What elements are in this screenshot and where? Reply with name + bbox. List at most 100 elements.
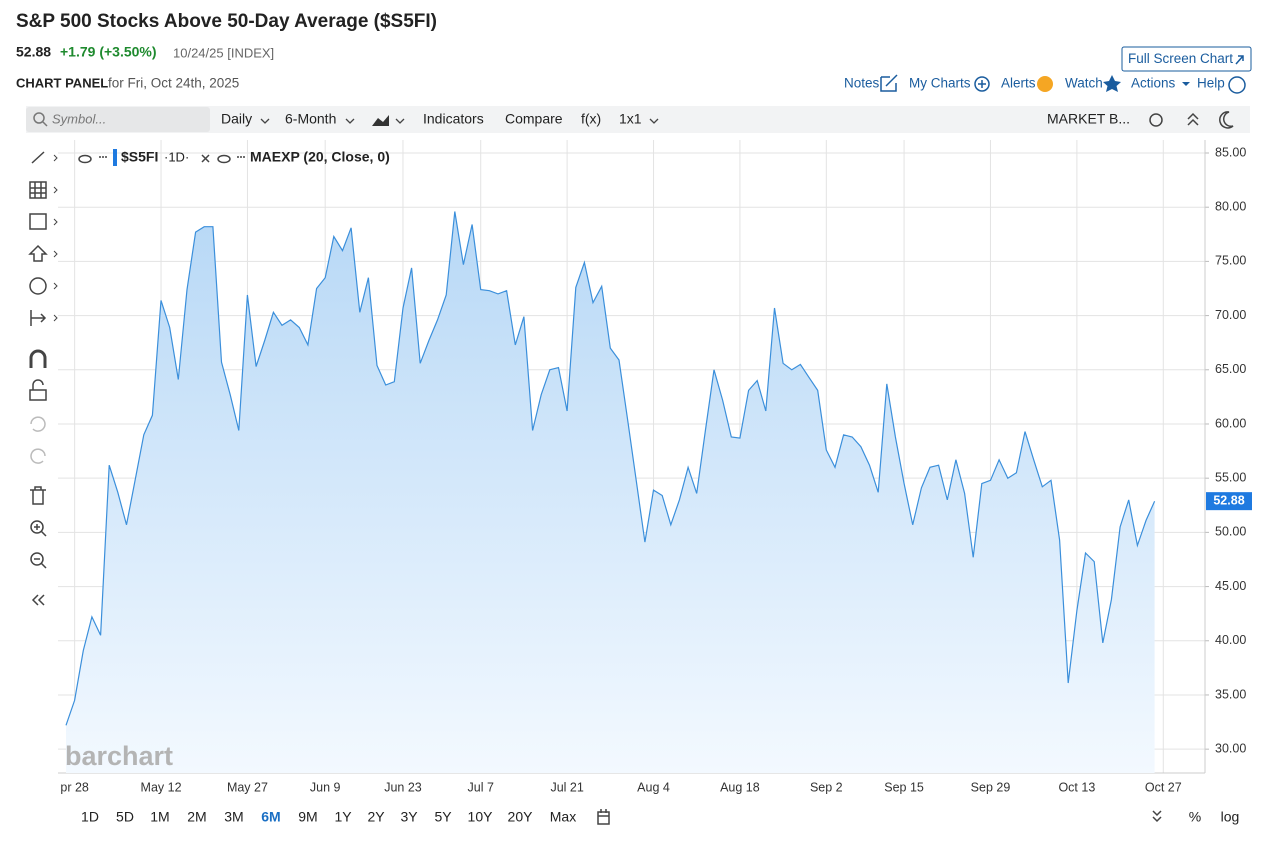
search-icon bbox=[33, 112, 45, 124]
last-value-badge bbox=[1206, 492, 1252, 511]
legend-symbol: $S5FI bbox=[121, 149, 158, 165]
x-tick-label: Sep 15 bbox=[884, 780, 924, 794]
close-icon[interactable] bbox=[201, 154, 210, 163]
range-button[interactable]: 10Y bbox=[468, 809, 494, 825]
dots bbox=[105, 156, 107, 158]
range-button[interactable]: Max bbox=[550, 809, 576, 825]
y-tick-label: 85.00 bbox=[1215, 145, 1246, 159]
watermark: barchart bbox=[65, 741, 173, 771]
toolbar-item[interactable]: f(x) bbox=[581, 111, 601, 127]
theme-icon bbox=[1219, 111, 1234, 129]
x-tick-label: Oct 27 bbox=[1145, 780, 1182, 794]
tool-icon[interactable] bbox=[29, 349, 47, 368]
calendar-icon[interactable] bbox=[597, 809, 610, 825]
legend-study: MAEXP (20, Close, 0) bbox=[250, 149, 390, 165]
tool-icon[interactable] bbox=[29, 277, 47, 295]
left-tools bbox=[28, 151, 58, 606]
y-tick-label: 55.00 bbox=[1215, 470, 1246, 484]
symbol-input[interactable] bbox=[26, 107, 210, 132]
range-button[interactable]: 5D bbox=[116, 809, 134, 825]
tool-icon[interactable] bbox=[29, 213, 47, 230]
notes-icon bbox=[880, 74, 898, 92]
x-tick-label: Aug 4 bbox=[637, 780, 670, 794]
legend: $S5FI ·1D· MAEXP (20, Close, 0) bbox=[78, 149, 390, 166]
x-tick-label: May 12 bbox=[141, 780, 182, 794]
toolbar-item[interactable]: MARKET B... bbox=[1047, 111, 1130, 127]
last-value-label: 52.88 bbox=[1213, 493, 1244, 507]
dots bbox=[102, 156, 104, 158]
range-button[interactable]: 1M bbox=[150, 809, 169, 825]
range-button[interactable]: 2M bbox=[187, 809, 206, 825]
tool-icon[interactable] bbox=[30, 552, 44, 566]
y-tick-label: 35.00 bbox=[1215, 687, 1246, 701]
tool-icon[interactable] bbox=[29, 389, 47, 401]
scale-toggle[interactable]: log bbox=[1221, 809, 1240, 825]
toolbar-item[interactable]: 1x1 bbox=[619, 111, 642, 127]
menu-item[interactable]: Actions bbox=[1131, 76, 1176, 91]
x-tick-label: Sep 2 bbox=[810, 780, 843, 794]
menu-item[interactable]: Alerts bbox=[1001, 76, 1036, 91]
collapse-icon[interactable] bbox=[31, 594, 45, 606]
x-tick-label: Oct 13 bbox=[1058, 780, 1095, 794]
collapse-icon bbox=[1187, 112, 1199, 126]
plot-area: 30.00 35.00 40.00 45.00 50.00 55.00 60.00 65.00… bbox=[58, 140, 1252, 794]
range-button[interactable]: 6M bbox=[261, 809, 280, 825]
eye-icon[interactable] bbox=[78, 154, 92, 164]
y-tick-label: 80.00 bbox=[1215, 199, 1246, 213]
menu-item[interactable]: Notes bbox=[844, 76, 880, 91]
tool-icon[interactable] bbox=[30, 310, 47, 326]
panel-date: for Fri, Oct 24th, 2025 bbox=[108, 76, 239, 91]
tool-icon[interactable] bbox=[30, 486, 46, 505]
tool-icon bbox=[34, 558, 47, 569]
range-button[interactable]: 20Y bbox=[508, 809, 534, 825]
dots[interactable] bbox=[237, 156, 239, 158]
eye-icon[interactable] bbox=[217, 154, 231, 164]
add-icon bbox=[974, 76, 990, 92]
tool-icon[interactable] bbox=[30, 416, 46, 432]
range-button[interactable]: 3M bbox=[224, 809, 243, 825]
quote-date: 10/24/25 [INDEX] bbox=[173, 45, 274, 60]
dots[interactable] bbox=[99, 156, 101, 158]
menu-item[interactable]: Help bbox=[1197, 76, 1225, 91]
area bbox=[66, 211, 1155, 773]
menu-item[interactable]: Watch bbox=[1065, 76, 1103, 91]
y-tick-label: 65.00 bbox=[1215, 362, 1246, 376]
caret-icon bbox=[1182, 82, 1190, 86]
panel-label: CHART PANEL bbox=[16, 75, 108, 90]
x-tick-label: May 27 bbox=[227, 780, 268, 794]
toolbar-item[interactable]: Symbol... bbox=[52, 111, 106, 126]
toolbar-item[interactable]: 6-Month bbox=[285, 111, 336, 127]
caret bbox=[260, 118, 270, 124]
x-tick-label: Jul 21 bbox=[550, 780, 583, 794]
tool-icon[interactable] bbox=[29, 181, 47, 199]
menu-item[interactable]: My Charts bbox=[909, 76, 971, 91]
icon bbox=[1235, 55, 1244, 65]
tool-icon bbox=[32, 379, 44, 390]
scale-toggle[interactable]: % bbox=[1189, 809, 1201, 825]
tool-icon bbox=[30, 182, 46, 198]
range-button[interactable]: 1Y bbox=[334, 809, 352, 825]
price: 52.88 bbox=[16, 44, 51, 60]
toolbar-item[interactable]: Daily bbox=[221, 111, 252, 127]
toolbar-item[interactable]: Compare bbox=[505, 111, 563, 127]
range-button[interactable]: 9M bbox=[298, 809, 317, 825]
dots bbox=[243, 156, 245, 158]
tool-icon[interactable] bbox=[30, 448, 46, 464]
range-button[interactable]: 3Y bbox=[400, 809, 418, 825]
range-button[interactable]: 5Y bbox=[434, 809, 452, 825]
y-tick-label: 40.00 bbox=[1215, 633, 1246, 647]
tool-icon[interactable] bbox=[30, 520, 44, 534]
toolbar-item[interactable]: Indicators bbox=[423, 111, 484, 127]
tool-icon[interactable] bbox=[28, 244, 48, 262]
y-tick-label: 30.00 bbox=[1215, 741, 1246, 755]
x-tick-label: Jun 23 bbox=[384, 780, 422, 794]
fullscreen-button[interactable]: Full Screen Chart bbox=[1121, 46, 1252, 72]
range-button[interactable]: 1D bbox=[81, 809, 99, 825]
search-icon bbox=[42, 121, 48, 127]
scroll-icon[interactable] bbox=[1152, 810, 1162, 823]
tool-icon[interactable] bbox=[31, 151, 45, 164]
range-button[interactable]: 2Y bbox=[367, 809, 385, 825]
